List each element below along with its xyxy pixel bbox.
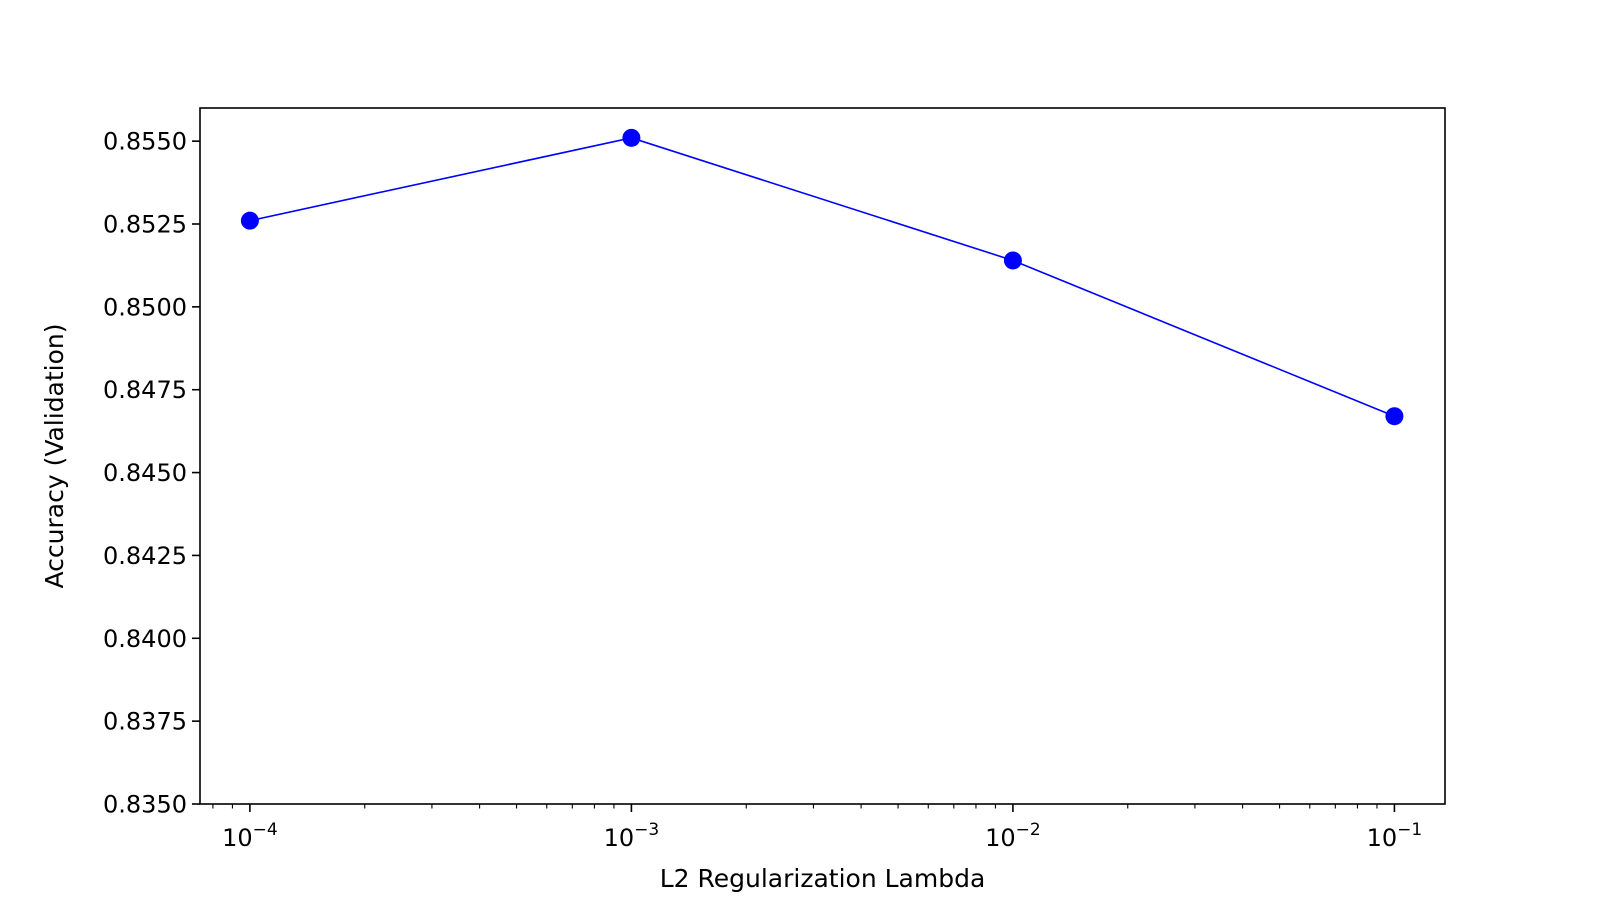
y-tick-label: 0.8375 (103, 708, 187, 736)
data-point (1385, 407, 1404, 426)
y-tick-label: 0.8425 (103, 542, 187, 570)
x-tick-label: 10−3 (604, 820, 660, 852)
y-tick-label: 0.8550 (103, 128, 187, 156)
axis-tick-labels: 0.8350 0.8375 0.8400 0.8425 0.8450 0.8475 0.85… (103, 128, 1422, 852)
y-tick-label: 0.8475 (103, 376, 187, 404)
x-tick-label: 10−4 (222, 820, 278, 852)
y-tick-label: 0.8500 (103, 293, 187, 321)
x-axis-title: L2 Regularization Lambda (660, 864, 986, 893)
y-tick-label: 0.8525 (103, 211, 187, 239)
x-tick-label: 10−2 (985, 820, 1041, 852)
x-tick-label: 10−1 (1367, 820, 1423, 852)
y-axis-title: Accuracy (Validation) (40, 323, 69, 588)
axis-ticks (192, 140, 1396, 812)
plot-area-frame (199, 107, 1446, 805)
series-line (249, 137, 1395, 417)
data-series (240, 128, 1404, 426)
data-point (1003, 251, 1022, 270)
y-tick-label: 0.8350 (103, 791, 187, 819)
y-tick-label: 0.8400 (103, 625, 187, 653)
data-point (622, 128, 641, 147)
data-point (240, 211, 259, 230)
y-tick-label: 0.8450 (103, 459, 187, 487)
